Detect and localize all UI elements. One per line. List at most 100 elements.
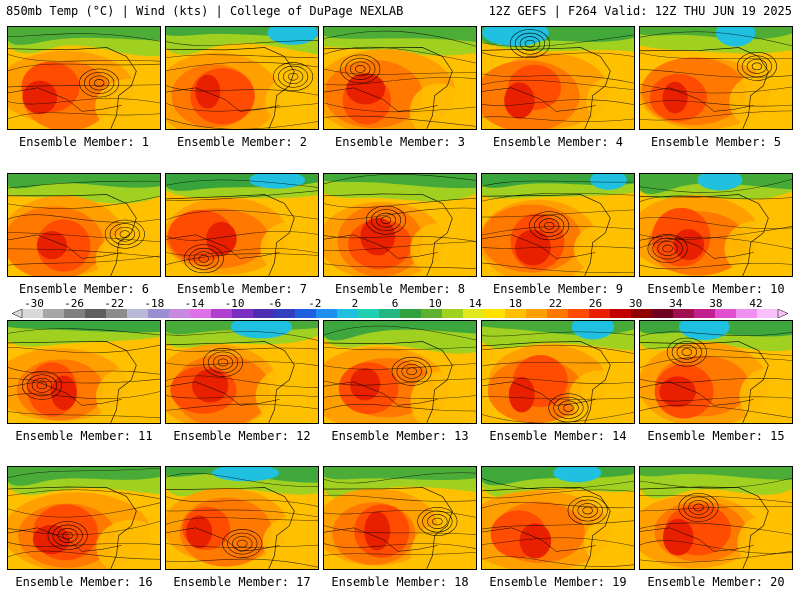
colorbar-tick-label: -14	[184, 297, 205, 310]
colorbar-segment	[484, 309, 506, 318]
colorbar-tick-label: -18	[144, 297, 165, 310]
ensemble-member-label: Ensemble Member: 19	[489, 575, 627, 589]
ensemble-member-label: Ensemble Member: 15	[647, 429, 785, 443]
temperature-colorbar	[12, 309, 788, 318]
colorbar-tick-label: 38	[709, 297, 723, 310]
colorbar-segment	[568, 309, 590, 318]
colorbar-segment	[64, 309, 86, 318]
colorbar-segment	[253, 309, 275, 318]
colorbar-tick-label: -22	[104, 297, 125, 310]
colorbar-segment	[337, 309, 359, 318]
ensemble-map-15	[639, 320, 793, 424]
ensemble-member-label: Ensemble Member: 10	[647, 282, 785, 296]
ensemble-map-11	[7, 320, 161, 424]
colorbar-segment	[631, 309, 653, 318]
colorbar-segment	[232, 309, 254, 318]
colorbar-min-arrow	[12, 309, 23, 318]
colorbar-segment	[358, 309, 380, 318]
colorbar-segment	[169, 309, 191, 318]
ensemble-member-label: Ensemble Member: 7	[176, 282, 308, 296]
colorbar-tick-label: -6	[268, 297, 282, 310]
colorbar-segment	[295, 309, 317, 318]
colorbar-segment	[274, 309, 296, 318]
ensemble-map-2	[165, 26, 319, 130]
colorbar-segment	[379, 309, 401, 318]
colorbar-tick-label: 34	[669, 297, 683, 310]
colorbar-tick-label: 2	[351, 297, 359, 310]
colorbar-tick-label: 22	[548, 297, 563, 310]
colorbar-segment	[736, 309, 758, 318]
colorbar-segment	[43, 309, 65, 318]
colorbar-tick-label: 30	[629, 297, 643, 310]
ensemble-member-label: Ensemble Member: 14	[489, 429, 627, 443]
ensemble-map-1	[7, 26, 161, 130]
colorbar-segment	[652, 309, 674, 318]
colorbar-max-arrow	[777, 309, 788, 318]
colorbar-segment	[547, 309, 569, 318]
colorbar-tick-label: -30	[24, 297, 44, 310]
ensemble-map-14	[481, 320, 635, 424]
colorbar-segment	[22, 309, 44, 318]
colorbar-segment	[715, 309, 737, 318]
colorbar-segment	[589, 309, 611, 318]
valid-time-label: 12Z GEFS | F264 Valid: 12Z THU JUN 19 20…	[488, 4, 792, 18]
ensemble-member-label: Ensemble Member: 20	[647, 575, 785, 589]
ensemble-map-5	[639, 26, 793, 130]
ensemble-map-4	[481, 26, 635, 130]
ensemble-map-8	[323, 173, 477, 277]
colorbar-segment	[127, 309, 149, 318]
colorbar-tick-label: 18	[508, 297, 522, 310]
ensemble-member-label: Ensemble Member: 17	[173, 575, 311, 589]
colorbar-segment	[526, 309, 548, 318]
ensemble-member-label: Ensemble Member: 4	[492, 135, 624, 149]
colorbar-tick-label: -10	[224, 297, 245, 310]
colorbar-segment	[211, 309, 233, 318]
ensemble-member-label: Ensemble Member: 1	[18, 135, 150, 149]
ensemble-member-label: Ensemble Member: 16	[15, 575, 153, 589]
ensemble-map-3	[323, 26, 477, 130]
ensemble-map-17	[165, 466, 319, 570]
colorbar-segment	[505, 309, 527, 318]
colorbar-segment	[400, 309, 422, 318]
ensemble-map-13	[323, 320, 477, 424]
colorbar-segment	[421, 309, 443, 318]
ensemble-map-12	[165, 320, 319, 424]
colorbar-tick-label: 6	[391, 297, 399, 310]
colorbar-tick-label: -26	[64, 297, 85, 310]
ensemble-member-label: Ensemble Member: 5	[650, 135, 782, 149]
colorbar-tick-label: 14	[468, 297, 482, 310]
ensemble-member-label: Ensemble Member: 8	[334, 282, 466, 296]
colorbar-segment	[757, 309, 779, 318]
ensemble-member-label: Ensemble Member: 12	[173, 429, 311, 443]
colorbar-segment	[148, 309, 170, 318]
colorbar-segment	[610, 309, 632, 318]
ensemble-member-label: Ensemble Member: 9	[492, 282, 624, 296]
colorbar-tick-label: 42	[749, 297, 763, 310]
colorbar-segment	[442, 309, 464, 318]
colorbar-tick-label: 10	[428, 297, 442, 310]
ensemble-map-6	[7, 173, 161, 277]
colorbar-segment	[190, 309, 212, 318]
map-title: 850mb Temp (°C) | Wind (kts) | College o…	[6, 4, 404, 18]
ensemble-member-label: Ensemble Member: 18	[331, 575, 469, 589]
colorbar-segment	[694, 309, 716, 318]
colorbar-segment	[463, 309, 485, 318]
colorbar-tick-label: 26	[588, 297, 603, 310]
ensemble-member-label: Ensemble Member: 2	[176, 135, 308, 149]
colorbar-segment	[316, 309, 338, 318]
colorbar-segment	[85, 309, 107, 318]
colorbar-segment	[673, 309, 695, 318]
ensemble-map-7	[165, 173, 319, 277]
ensemble-member-label: Ensemble Member: 13	[331, 429, 469, 443]
colorbar-segment	[106, 309, 128, 318]
ensemble-member-label: Ensemble Member: 3	[334, 135, 466, 149]
ensemble-map-20	[639, 466, 793, 570]
ensemble-map-16	[7, 466, 161, 570]
ensemble-map-10	[639, 173, 793, 277]
ensemble-map-9	[481, 173, 635, 277]
ensemble-map-19	[481, 466, 635, 570]
ensemble-map-18	[323, 466, 477, 570]
ensemble-member-label: Ensemble Member: 11	[15, 429, 153, 443]
ensemble-member-label: Ensemble Member: 6	[18, 282, 150, 296]
colorbar-tick-label: -2	[308, 297, 322, 310]
